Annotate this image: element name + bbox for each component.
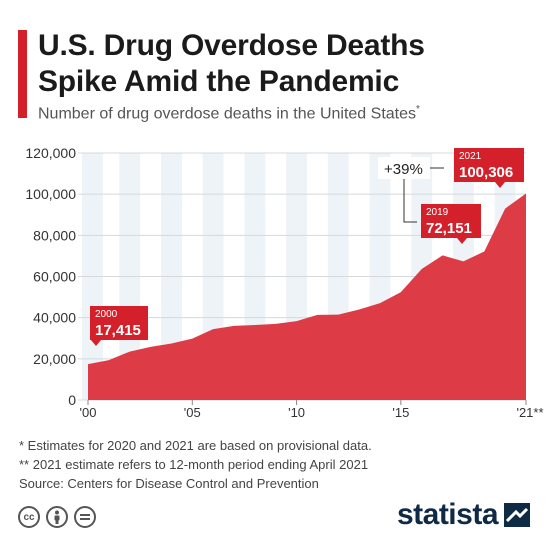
x-tick-label: '05 [184,405,201,420]
statista-logo[interactable]: statista [397,498,530,532]
y-tick-label: 60,000 [33,269,76,285]
y-tick-label: 0 [68,392,76,408]
callout-2000-year: 2000 [95,309,118,320]
change-label: +39% [384,161,423,178]
chart-subtitle: Number of drug overdose deaths in the Un… [38,104,420,123]
footnotes: * Estimates for 2020 and 2021 are based … [19,436,372,493]
chart-title: U.S. Drug Overdose Deaths Spike Amid the… [38,28,538,100]
x-tick-label: '00 [80,405,97,420]
callout-2000-value: 17,415 [95,322,141,339]
x-tick-label: '15 [392,405,409,420]
footnote-provisional: * Estimates for 2020 and 2021 are based … [19,438,372,453]
x-tick-label: '21** [516,405,543,420]
callout-2000-box [90,306,148,340]
subtitle-text: Number of drug overdose deaths in the Un… [38,105,416,123]
cc-icon[interactable]: cc [18,506,40,528]
callout-2021-box [454,148,524,182]
callout-2021-value: 100,306 [459,164,513,181]
callout-2021-year: 2021 [459,151,482,162]
callout-2000-pointer [91,340,101,346]
source-note: Source: Centers for Disease Control and … [19,476,319,491]
license-icons: cc [18,506,96,528]
x-tick-label: '10 [288,405,305,420]
title-accent-bar [18,30,27,118]
title-line-1: U.S. Drug Overdose Deaths [38,29,425,62]
callout-2019-value: 72,151 [426,220,472,237]
logo-text: statista [396,498,499,531]
subtitle-footnote-mark: * [416,104,420,115]
y-tick-label: 120,000 [25,145,76,161]
callout-2019-pointer [457,238,467,244]
no-derivatives-icon[interactable] [74,506,96,528]
change-label-bg [378,157,430,179]
y-tick-label: 20,000 [33,351,76,367]
attribution-icon[interactable] [46,506,68,528]
callout-2019-box [421,204,481,238]
y-tick-label: 100,000 [25,186,76,202]
callout-2019-year: 2019 [426,207,449,218]
series-area [88,193,526,400]
y-tick-label: 80,000 [33,227,76,243]
area-chart: 0 20,000 40,000 60,000 80,000 100,000 120,000 '… [25,145,543,420]
y-tick-label: 40,000 [33,310,76,326]
logo-mark-icon [504,503,530,527]
title-line-2: Spike Amid the Pandemic [38,65,400,98]
footnote-period: ** 2021 estimate refers to 12-month peri… [19,457,369,472]
callout-2021-pointer [495,182,505,188]
